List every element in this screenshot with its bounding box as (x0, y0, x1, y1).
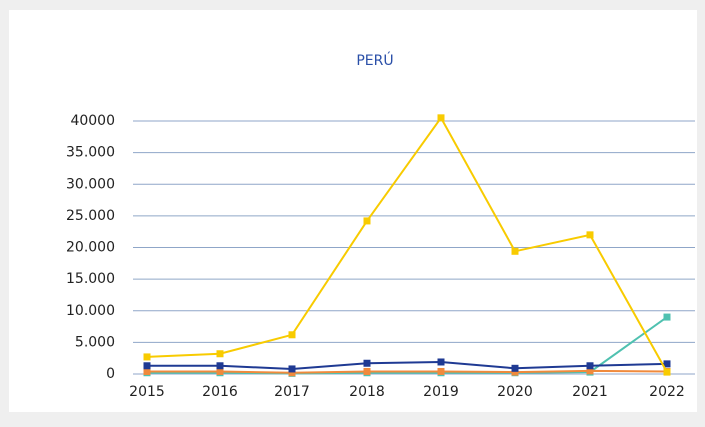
x-tick-label: 2016 (202, 384, 238, 400)
y-tick-label: 15.000 (66, 271, 115, 287)
point-marker (663, 313, 671, 321)
y-tick-label: 20.000 (66, 240, 115, 256)
x-tick-label: 2018 (349, 384, 385, 400)
y-tick-label: 35.000 (66, 145, 115, 161)
x-tick-label: 2015 (129, 384, 165, 400)
series-line (146, 115, 668, 373)
point-marker (663, 360, 671, 368)
x-tick-label: 2017 (274, 384, 310, 400)
point-marker (143, 362, 151, 370)
point-marker (437, 114, 445, 122)
point-marker (216, 367, 224, 375)
point-marker (216, 362, 224, 370)
point-marker (363, 367, 371, 375)
point-marker (288, 369, 296, 377)
point-marker (511, 368, 519, 376)
point-marker (586, 362, 594, 370)
point-marker (363, 359, 371, 367)
panel (9, 10, 697, 412)
x-tick-label: 2022 (649, 384, 685, 400)
chart-title: PERÚ (356, 51, 393, 69)
point-marker (586, 231, 594, 239)
y-tick-label: 40000 (70, 113, 115, 129)
y-tick-label: 25.000 (66, 208, 115, 224)
point-marker (216, 350, 224, 358)
point-marker (663, 368, 671, 376)
x-tick-label: 2019 (423, 384, 459, 400)
series-line (147, 316, 668, 375)
x-tick-label: 2020 (497, 384, 533, 400)
point-marker (143, 353, 151, 361)
series-line (147, 369, 668, 374)
point-marker (437, 367, 445, 375)
point-marker (586, 367, 594, 375)
y-tick-label: 0 (106, 366, 115, 382)
point-marker (143, 367, 151, 375)
point-marker (437, 358, 445, 366)
point-marker (511, 364, 519, 372)
x-tick-label: 2021 (572, 384, 608, 400)
y-tick-label: 5.000 (75, 334, 115, 350)
point-marker (511, 247, 519, 255)
point-marker (363, 217, 371, 225)
y-tick-label: 10.000 (66, 303, 115, 319)
point-marker (288, 331, 296, 339)
point-marker (288, 365, 296, 373)
series-line (147, 360, 668, 370)
y-tick-label: 30.000 (66, 176, 115, 192)
